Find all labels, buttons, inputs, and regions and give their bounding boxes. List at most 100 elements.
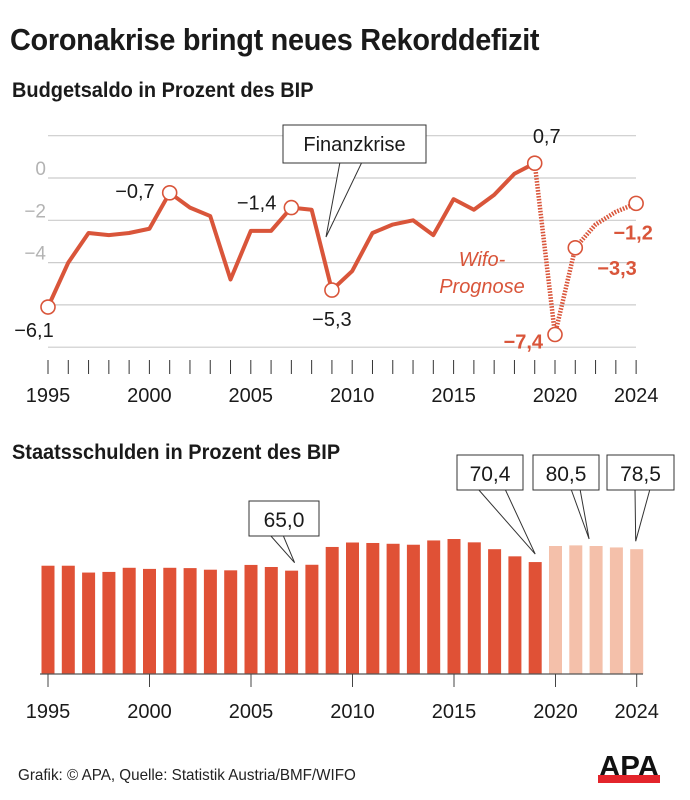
x-tick-label: 2005 [229,701,274,723]
x-tick-label: 1995 [26,385,71,407]
x-tick-label: 2005 [229,385,274,407]
bar [325,546,339,674]
bar [305,564,319,674]
bar [528,562,542,674]
x-tick-label: 2024 [614,701,659,723]
x-tick-label: 2010 [330,701,375,723]
highlight-point [547,326,563,343]
bar [244,564,258,674]
bar [224,570,238,674]
bar-callouts: 65,0 70,4 80,5 78,5 [248,454,675,563]
callout-pointer [570,488,590,540]
highlight-point [628,195,644,212]
bar [630,549,644,674]
line-chart-grid [48,135,636,348]
callout-box [248,500,320,537]
finanzkrise-pointer [325,161,363,238]
x-tick-label: 2015 [431,385,476,407]
bar [549,546,562,674]
line-data-labels: −6,1 −0,7 −1,4 −5,3 0,7 −7,4 −3,3 −1,2 [14,126,653,353]
bar [61,565,75,674]
apa-logo-bar [598,775,660,783]
data-label: −7,4 [504,332,544,354]
bar [406,544,420,674]
highlight-point [161,185,178,201]
data-label: −0,7 [115,181,154,203]
bar [143,568,156,674]
data-label: −6,1 [14,320,53,342]
bar [589,546,603,674]
data-label: 0,7 [533,126,561,148]
apa-logo-icon: APA [598,751,660,783]
line-chart-y-axis: 0 −2 −4 [24,159,46,265]
x-tick-label: 2024 [614,385,659,407]
bar [183,568,197,674]
finanzkrise-box [282,124,427,164]
callout-pointer [634,488,651,542]
finanzkrise-label: Finanzkrise [303,134,405,156]
callout-box [456,454,524,491]
x-tick-label: 2020 [533,385,578,407]
callout-pointer [476,488,536,555]
highlight-point [283,199,300,216]
bar-chart-title: Staatsschulden in Prozent des BIP [12,441,341,464]
line-chart-title: Budgetsaldo in Prozent des BIP [12,79,314,102]
highlight-point [324,282,340,298]
bar-series [41,539,644,674]
bar [386,543,400,674]
line-forecast [532,162,637,336]
callout-label: 70,4 [470,463,511,486]
highlight-point [526,155,543,171]
bar [427,540,441,674]
x-tick-label: 1995 [26,701,71,723]
bar [488,549,502,674]
data-label: −5,3 [312,309,351,331]
data-label: −1,4 [237,193,276,215]
highlight-point [567,239,584,256]
callout-label: 78,5 [620,463,661,486]
bar [447,539,461,674]
callout-box [532,454,600,491]
line-highlight-points [40,155,644,343]
callout-label: 80,5 [546,463,587,486]
source-credit: Grafik: © APA, Quelle: Statistik Austria… [18,767,356,784]
bar [366,542,380,674]
bar-chart-x-axis: 1995 2000 2005 2010 2015 2020 2024 [26,673,659,723]
wifo-prognose-label-line1: Wifo- [459,249,506,271]
x-tick-label: 2000 [127,385,172,407]
line-chart-x-axis: 1995 2000 2005 2010 2015 2020 2024 [26,360,659,407]
bar [203,569,217,674]
bar [41,565,55,674]
bar-callout: 80,5 [532,454,600,540]
bar [285,570,299,674]
finanzkrise-callout: Finanzkrise [282,124,427,238]
callout-pointer [268,534,296,563]
bar [569,545,583,674]
bar [82,572,96,674]
y-tick-label: −2 [24,201,46,222]
bar [264,566,278,674]
bar-callout: 65,0 [248,500,320,563]
bar [102,571,116,674]
chart-title: Coronakrise bringt neues Rekorddefizit [10,22,540,57]
x-tick-label: 2015 [432,701,477,723]
x-tick-label: 2000 [127,701,172,723]
callout-box [606,454,675,491]
x-tick-label: 2020 [533,701,578,723]
highlight-point [40,299,56,315]
x-tick-label: 2010 [330,385,375,407]
bar [467,542,481,674]
bar-callout: 70,4 [456,454,536,555]
bar [508,556,522,674]
bar [122,567,136,674]
y-tick-label: 0 [35,159,46,180]
bar [163,567,177,674]
wifo-prognose-label-line2: Prognose [439,276,525,298]
bar-callout: 78,5 [606,454,675,542]
bar [609,547,623,674]
data-label: −1,2 [613,222,652,244]
y-tick-label: −4 [24,244,46,265]
bar [346,542,359,674]
callout-label: 65,0 [264,509,305,532]
